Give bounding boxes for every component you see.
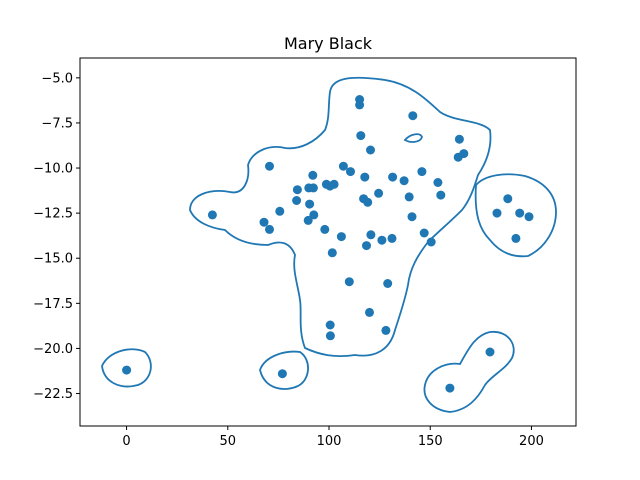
data-point <box>381 325 391 335</box>
data-point <box>383 279 393 288</box>
contour-bottom-right <box>423 331 515 413</box>
data-point <box>344 277 354 287</box>
data-point <box>338 161 348 171</box>
data-point <box>408 111 418 121</box>
data-point <box>309 210 319 220</box>
data-point <box>388 172 398 182</box>
data-point <box>407 212 417 222</box>
y-tick-label: −22.5 <box>33 387 73 402</box>
data-point <box>387 233 397 243</box>
y-tick-label: −7.5 <box>41 116 73 131</box>
data-point <box>399 176 409 186</box>
chart-title: Mary Black <box>284 34 373 53</box>
data-point <box>492 208 502 218</box>
data-point <box>454 134 464 144</box>
x-tick-label: 0 <box>122 434 130 449</box>
data-point <box>292 185 302 195</box>
data-point <box>485 347 495 357</box>
data-point <box>207 210 217 220</box>
data-point <box>327 248 337 258</box>
data-point <box>356 131 366 141</box>
x-tick-label: 100 <box>317 434 342 449</box>
data-point <box>275 206 285 216</box>
y-tick-label: −15.0 <box>33 252 73 267</box>
contour-right <box>474 173 557 258</box>
data-point <box>362 241 371 251</box>
data-point <box>355 100 365 110</box>
data-point <box>320 224 330 234</box>
data-point <box>366 230 376 240</box>
data-point <box>308 183 318 193</box>
density-contours <box>101 76 557 413</box>
scatter-points <box>122 95 534 393</box>
y-tick-label: −17.5 <box>33 297 73 312</box>
data-point <box>363 197 373 207</box>
data-point <box>325 320 335 330</box>
contour-left <box>101 348 152 388</box>
data-point <box>265 224 274 234</box>
data-point <box>308 170 318 180</box>
data-point <box>305 199 315 209</box>
data-point <box>360 172 370 182</box>
data-point <box>404 192 414 202</box>
data-point <box>515 208 525 218</box>
y-tick-label: −20.0 <box>33 342 73 357</box>
x-tick-label: 200 <box>519 434 544 449</box>
data-point <box>259 217 269 227</box>
y-tick-label: −12.5 <box>33 207 73 222</box>
data-point <box>265 161 274 171</box>
contour-main <box>189 76 492 358</box>
data-point <box>122 365 132 375</box>
y-tick-label: −5.0 <box>41 71 73 86</box>
data-point <box>365 307 374 317</box>
x-axis: 0 50 100 150 200 <box>122 426 544 449</box>
data-point <box>426 237 436 247</box>
data-point <box>459 149 469 159</box>
data-point <box>325 331 335 341</box>
data-point <box>303 215 313 225</box>
contour-small-loop <box>403 133 423 143</box>
data-point <box>417 167 427 177</box>
data-point <box>377 235 387 245</box>
x-tick-label: 50 <box>220 434 237 449</box>
y-axis: −5.0 −7.5 −10.0 −12.5 −15.0 −17.5 −20.0 −22.5 <box>33 71 80 402</box>
data-point <box>436 190 446 200</box>
data-point <box>445 383 455 393</box>
data-point <box>511 233 521 243</box>
data-point <box>329 179 339 189</box>
plot-frame <box>79 57 577 427</box>
data-point <box>419 228 429 238</box>
data-point <box>336 232 346 242</box>
data-point <box>374 188 384 198</box>
data-point <box>366 145 375 155</box>
data-point <box>524 212 534 222</box>
data-point <box>277 369 287 379</box>
x-tick-label: 150 <box>418 434 443 449</box>
data-point <box>346 167 355 177</box>
data-point <box>433 178 443 187</box>
y-tick-label: −10.0 <box>33 162 73 177</box>
data-point <box>503 194 513 204</box>
data-point <box>292 196 302 205</box>
contour-bottom-left <box>259 350 309 390</box>
